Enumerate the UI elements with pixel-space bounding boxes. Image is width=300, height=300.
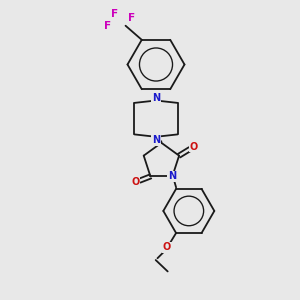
Text: F: F: [104, 21, 111, 31]
Text: N: N: [168, 171, 176, 182]
Text: O: O: [163, 242, 171, 252]
Text: F: F: [128, 13, 135, 23]
Text: O: O: [131, 177, 140, 188]
Text: F: F: [111, 9, 118, 19]
Text: N: N: [152, 135, 160, 145]
Text: O: O: [190, 142, 198, 152]
Text: N: N: [152, 92, 160, 103]
